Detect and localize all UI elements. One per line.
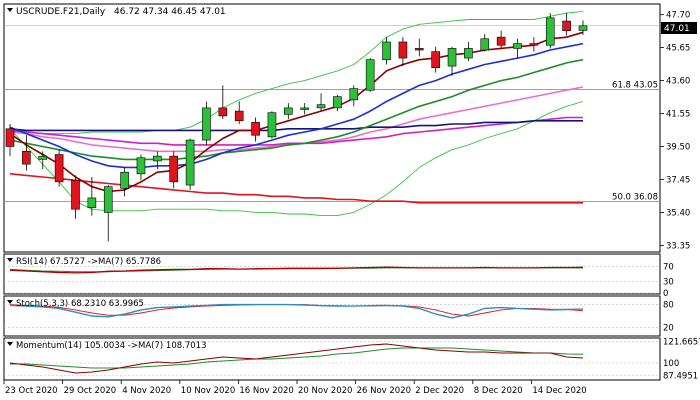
- y-tick-label-2: 43.60: [666, 77, 690, 87]
- stoch-main-line: [9, 303, 584, 319]
- momentum-panel-frame: [3, 337, 661, 381]
- candle-body-28: [464, 48, 473, 59]
- y-tick-label-7: 33.35: [666, 241, 690, 251]
- candle-body-3: [54, 154, 64, 183]
- candle-body-20: [333, 96, 342, 109]
- ma-navy-line: [9, 120, 583, 132]
- ma-green-line: [9, 58, 584, 161]
- chart-title: USCRUDE.F21,Daily: [16, 7, 106, 17]
- candle-body-15: [251, 122, 260, 136]
- candle-body-12: [202, 107, 211, 141]
- candle-body-16: [267, 112, 277, 138]
- candle-body-33: [545, 17, 555, 46]
- candle-body-1: [22, 151, 31, 165]
- x-tick-label-0: 23 Oct 2020: [5, 386, 58, 396]
- x-tick-label-7: 2 Dec 2020: [415, 386, 464, 396]
- momentum-label: Momentum(14) 105.0034 ->MA(7) 108.7013: [16, 341, 206, 351]
- momentum-line: [9, 343, 584, 374]
- candle-body-0: [5, 128, 15, 147]
- candle-body-22: [365, 59, 375, 91]
- candle-body-31: [513, 43, 522, 49]
- candle-body-5: [87, 197, 97, 208]
- candle-body-25: [414, 48, 424, 51]
- stoch-panel-frame: [3, 295, 661, 337]
- ma-blue-line: [9, 42, 584, 169]
- candle-body-14: [234, 110, 244, 122]
- rsi-triangle-icon: [7, 258, 13, 262]
- momentum-tick-1: 100: [663, 359, 679, 369]
- candle-body-9: [153, 155, 162, 162]
- x-tick-label-3: 10 Nov 2020: [181, 386, 235, 396]
- candle-body-30: [496, 36, 506, 46]
- stoch-triangle-icon: [7, 300, 13, 304]
- x-tick-label-5: 20 Nov 2020: [298, 386, 352, 396]
- candle-body-34: [562, 20, 571, 32]
- ma-fast-line: [9, 31, 584, 193]
- rsi-tick-0: 70: [663, 262, 674, 272]
- momentum-triangle-icon: [7, 342, 13, 346]
- momentum-ma-line: [10, 347, 584, 369]
- y-tick-label-4: 39.50: [666, 142, 690, 152]
- candle-body-35: [578, 25, 588, 31]
- x-tick-label-2: 4 Nov 2020: [122, 386, 171, 396]
- x-tick-label-4: 16 Nov 2020: [239, 386, 293, 396]
- candle-body-27: [447, 48, 457, 67]
- ma-red-line: [9, 173, 583, 204]
- x-tick-label-8: 8 Dec 2020: [474, 386, 523, 396]
- candle-body-19: [316, 104, 326, 109]
- x-tick-label-9: 14 Dec 2020: [532, 386, 586, 396]
- rsi-plot: 70 300: [4, 262, 674, 299]
- y-tick-label-5: 37.45: [666, 175, 690, 185]
- momentum-plot: 121.6657 100 87.4951: [4, 337, 700, 382]
- candle-body-13: [218, 107, 228, 117]
- momentum-tick-2: 87.4951: [663, 372, 698, 382]
- rsi-panel-frame: [3, 253, 661, 295]
- rsi-tick-1: 30: [663, 278, 674, 288]
- candle-body-10: [169, 155, 179, 183]
- last-price-label: 47.01: [664, 24, 690, 34]
- y-tick-label-1: 45.65: [666, 44, 690, 54]
- candle-body-2: [38, 155, 48, 160]
- main-panel-frame: [3, 3, 661, 253]
- candle-body-26: [431, 51, 440, 69]
- candle-body-11: [185, 139, 195, 186]
- last-price-tag: [661, 22, 697, 34]
- ohlc-values: 46.72 47.34 46.45 47.01: [114, 7, 226, 17]
- candle-body-7: [120, 171, 129, 189]
- stoch-label: Stoch(5,3,3) 68.2310 63.9965: [16, 299, 144, 309]
- stoch-plot: 80 20: [4, 301, 674, 333]
- main-plot: 61.8 43.05 50.0 36.08: [4, 10, 660, 242]
- candle-body-17: [284, 107, 293, 115]
- candle-body-24: [398, 41, 408, 59]
- rsi-tick-2: 0: [663, 289, 668, 299]
- fib-label-0: 61.8 43.05: [612, 80, 658, 90]
- bollinger-upper-line: [10, 10, 584, 135]
- y-tick-label-6: 35.40: [666, 208, 690, 218]
- stoch-tick-1: 20: [663, 323, 674, 333]
- x-tick-label-1: 29 Oct 2020: [64, 386, 117, 396]
- y-tick-label-0: 47.70: [666, 11, 690, 21]
- stoch-tick-0: 80: [663, 301, 674, 311]
- candle-body-32: [529, 43, 539, 46]
- candle-body-8: [136, 157, 146, 175]
- candle-body-4: [71, 179, 80, 210]
- rsi-label: RSI(14) 67.5727 ->MA(7) 65.7786: [16, 257, 161, 267]
- candle-body-18: [300, 107, 309, 110]
- header-triangle-icon: [7, 8, 13, 12]
- momentum-tick-0: 121.6657: [663, 337, 700, 347]
- rsi-line: [9, 266, 584, 274]
- fib-label-1: 50.0 36.08: [612, 192, 658, 202]
- x-tick-label-6: 26 Nov 2020: [357, 386, 411, 396]
- y-tick-label-3: 41.55: [666, 110, 690, 120]
- candle-body-6: [103, 186, 113, 213]
- axes: 47.70 45.65 43.60 41.55 39.50 37.45 35.40 33.35…: [3, 11, 690, 396]
- candle-body-29: [480, 38, 490, 51]
- candle-body-23: [382, 41, 391, 60]
- candle-body-21: [349, 88, 359, 101]
